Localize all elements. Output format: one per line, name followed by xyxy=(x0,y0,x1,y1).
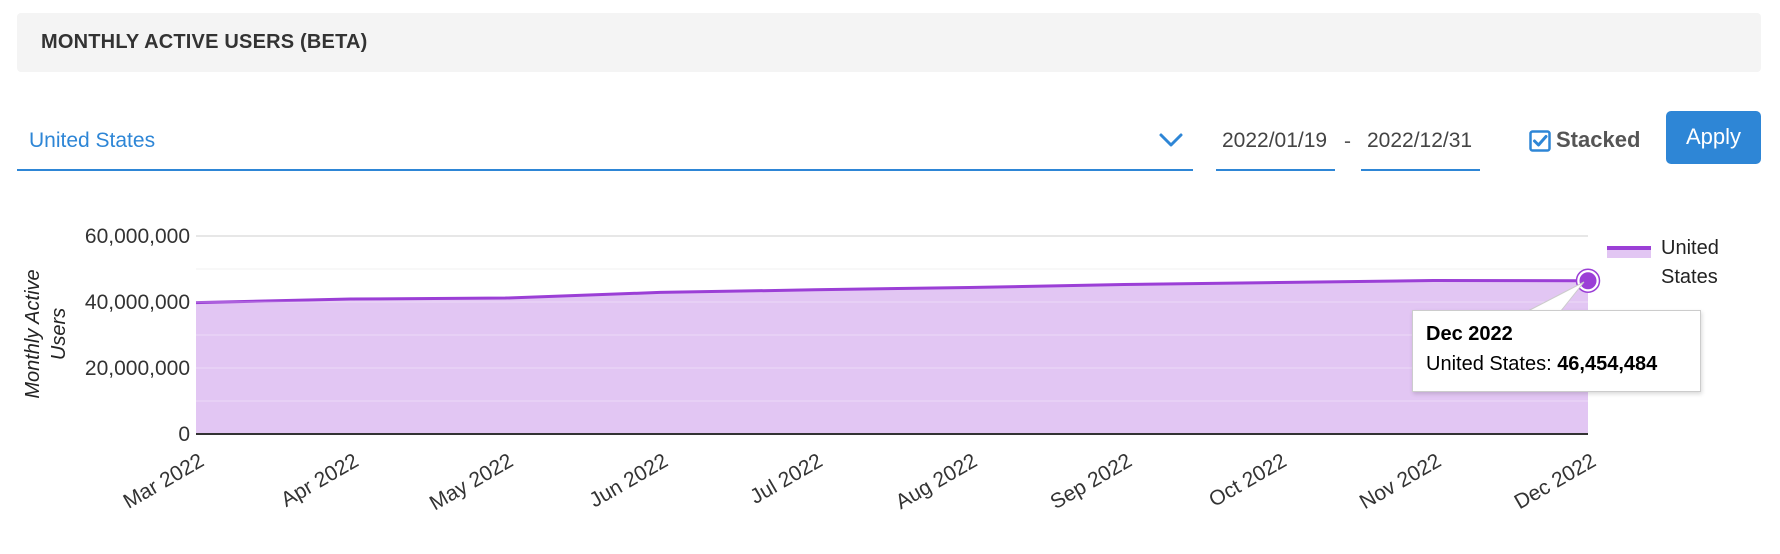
header-bar: MONTHLY ACTIVE USERS (BETA) xyxy=(17,13,1761,72)
data-point xyxy=(501,294,509,302)
end-date-value: 2022/12/31 xyxy=(1367,129,1473,152)
x-tick-label: Apr 2022 xyxy=(277,449,362,512)
x-tick-label: Sep 2022 xyxy=(1046,449,1135,514)
x-tick-label: Nov 2022 xyxy=(1356,449,1445,514)
data-point xyxy=(656,288,664,296)
y-axis-title: Monthly Active Users xyxy=(22,269,70,399)
data-point xyxy=(347,295,355,303)
chart-tooltip: Dec 2022 United States: 46,454,484 xyxy=(1412,310,1701,392)
start-date-value: 2022/01/19 xyxy=(1222,129,1328,152)
x-tick-label: Mar 2022 xyxy=(120,449,208,513)
y-tick-label: 20,000,000 xyxy=(85,357,190,380)
data-point xyxy=(811,286,819,294)
x-tick-label: Jun 2022 xyxy=(586,449,672,512)
data-point xyxy=(1275,279,1283,287)
legend-swatch xyxy=(1607,246,1651,258)
country-select-value: United States xyxy=(29,129,156,152)
y-tick-label: 60,000,000 xyxy=(85,225,190,248)
y-tick-label: 0 xyxy=(178,423,190,446)
date-range-separator: - xyxy=(1344,130,1351,153)
data-point xyxy=(965,283,973,291)
tooltip-pointer xyxy=(1526,281,1586,313)
chevron-down-icon[interactable] xyxy=(1153,123,1189,159)
data-point xyxy=(1120,281,1128,289)
stacked-label: Stacked xyxy=(1556,127,1641,152)
tooltip-series-label: United States: xyxy=(1426,353,1552,375)
legend-item-united-states[interactable]: United States xyxy=(1607,234,1727,290)
tooltip-value: 46,454,484 xyxy=(1557,353,1658,375)
data-point xyxy=(192,299,200,307)
x-tick-label: Dec 2022 xyxy=(1510,449,1599,514)
tooltip-title: Dec 2022 xyxy=(1426,323,1513,345)
y-tick-label: 40,000,000 xyxy=(85,291,190,314)
x-tick-label: Oct 2022 xyxy=(1205,449,1290,512)
tooltip-row: United States: 46,454,484 xyxy=(1426,353,1657,376)
x-tick-label: Jul 2022 xyxy=(746,449,826,509)
page-title: MONTHLY ACTIVE USERS (BETA) xyxy=(41,31,368,53)
apply-button[interactable]: Apply xyxy=(1666,111,1761,164)
series-line-united-states xyxy=(195,279,1589,305)
end-date-input[interactable]: 2022/12/31 xyxy=(1361,115,1480,171)
start-date-input[interactable]: 2022/01/19 xyxy=(1216,115,1335,171)
legend-label: United States xyxy=(1661,237,1719,288)
data-point xyxy=(1429,277,1437,285)
country-select[interactable]: United States xyxy=(17,115,1193,171)
series-area-united-states xyxy=(196,280,1588,434)
x-tick-label: Aug 2022 xyxy=(892,449,981,514)
series-layer xyxy=(192,268,1601,434)
checkbox-checked-icon[interactable] xyxy=(1529,130,1551,152)
x-tick-label: May 2022 xyxy=(426,449,517,515)
data-point-highlight-ring xyxy=(1575,268,1601,293)
data-point xyxy=(1576,269,1600,293)
